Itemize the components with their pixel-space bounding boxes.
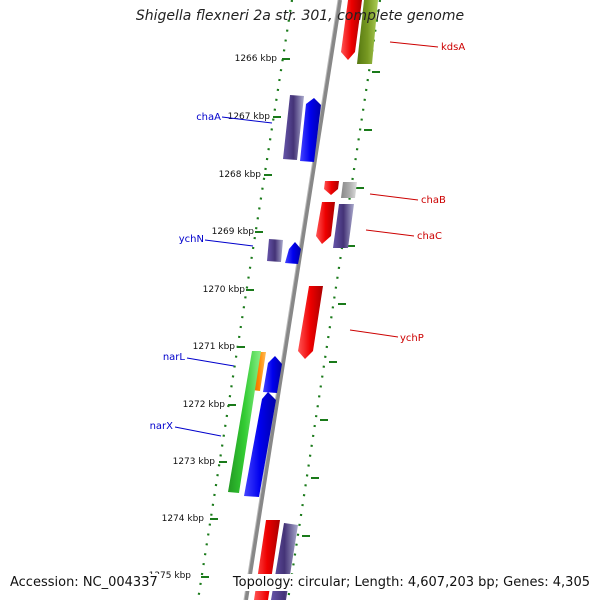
gene-label-narX[interactable]: narX (150, 421, 174, 432)
gene-gray[interactable] (341, 182, 357, 198)
leader-ychN (204, 239, 254, 247)
gene-chaA-navy[interactable] (283, 95, 304, 160)
map-title: Shigella flexneri 2a str. 301, complete … (135, 8, 465, 24)
gene-olive-top[interactable] (357, 0, 378, 64)
ruler-label-1274: 1274 kbp (162, 514, 205, 524)
topology-text: Topology: circular; Length: 4,607,203 bp… (230, 574, 592, 591)
leader-narL (186, 357, 235, 367)
gene-red-top[interactable] (341, 0, 362, 60)
ruler-label-1267: 1267 kbp (228, 112, 271, 122)
gene-green-long[interactable] (228, 351, 261, 493)
gene-label-chaB[interactable]: chaB (421, 195, 446, 206)
gene-chaC-red[interactable] (316, 202, 335, 244)
ruler-label-1266: 1266 kbp (235, 54, 278, 64)
gene-label-chaA[interactable]: chaA (196, 112, 221, 123)
gene-chaA-blue[interactable] (300, 98, 321, 162)
genome-backbone (244, 0, 342, 601)
leader-chaB (369, 193, 419, 201)
gene-label-ychN[interactable]: ychN (179, 234, 204, 245)
gene-ychP[interactable] (298, 286, 323, 359)
ruler-label-1269: 1269 kbp (212, 227, 255, 237)
leader-narX (174, 426, 222, 437)
gene-label-narL[interactable]: narL (163, 352, 186, 363)
leader-kdsA (389, 41, 439, 48)
ruler-label-1275: 1275 kbp (149, 571, 192, 581)
gene-narX-blue[interactable] (244, 392, 276, 497)
gene-label-ychP[interactable]: ychP (400, 333, 424, 344)
ruler-label-1270: 1270 kbp (203, 285, 246, 295)
gene-narL-blue[interactable] (263, 356, 282, 393)
ruler-label-1272: 1272 kbp (183, 400, 226, 410)
leader-chaC (365, 229, 415, 237)
inner-tick-rail (196, 0, 294, 601)
gene-ychN-navy[interactable] (267, 239, 283, 262)
ruler-label-1273: 1273 kbp (173, 457, 216, 467)
ruler-label-1268: 1268 kbp (219, 170, 262, 180)
outer-tick-rail (286, 0, 382, 601)
ruler-label-1271: 1271 kbp (193, 342, 236, 352)
gene-label-kdsA[interactable]: kdsA (441, 42, 465, 53)
accession-text: Accession: NC_004337 (8, 574, 160, 591)
leader-chaA (221, 116, 273, 124)
gene-label-chaC[interactable]: chaC (417, 231, 442, 242)
gene-chaC-navy[interactable] (333, 204, 354, 248)
gene-ychN-blue[interactable] (285, 242, 301, 264)
gene-chaB[interactable] (324, 181, 339, 195)
genome-backbone-highlight (243, 0, 339, 601)
leader-ychP (349, 329, 399, 338)
